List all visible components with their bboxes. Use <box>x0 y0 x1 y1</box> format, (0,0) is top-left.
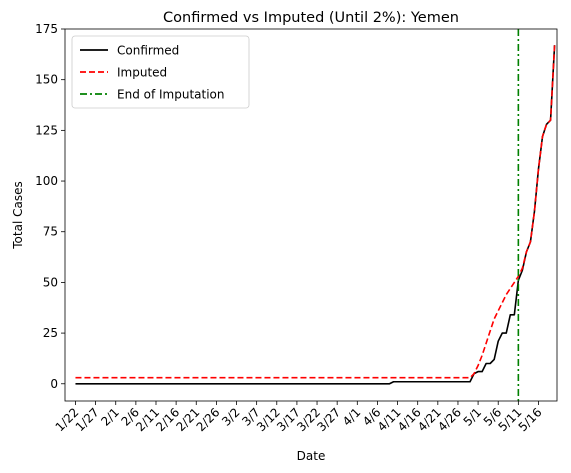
plot-frame <box>64 28 558 402</box>
x-tick-label: 3/2 <box>219 405 243 429</box>
x-tick-label: 2/26 <box>194 405 223 434</box>
series-line-imputed <box>75 45 556 379</box>
y-tick-label: 100 <box>35 174 58 188</box>
legend-label: Confirmed <box>117 44 179 58</box>
y-tick-label: 0 <box>50 377 58 391</box>
legend-box <box>71 35 250 109</box>
x-tick-label: 1/27 <box>73 405 102 434</box>
x-tick-label: 5/1 <box>461 405 485 429</box>
y-tick-label: 50 <box>43 275 58 289</box>
x-tick-label: 5/16 <box>516 405 545 434</box>
y-tick-label: 25 <box>43 326 58 340</box>
y-tick-label: 175 <box>35 22 58 36</box>
legend-label: End of Imputation <box>117 88 225 102</box>
legend-label: Imputed <box>117 66 167 80</box>
x-tick-label: 2/1 <box>98 405 122 429</box>
y-axis-label: Total Cases <box>11 181 25 249</box>
x-tick-label: 4/1 <box>340 405 364 429</box>
y-tick-label: 75 <box>43 225 58 239</box>
y-tick-label: 150 <box>35 73 58 87</box>
x-axis-label: Date <box>297 449 326 463</box>
y-tick-label: 125 <box>35 123 58 137</box>
chart-title: Confirmed vs Imputed (Until 2%): Yemen <box>163 10 459 26</box>
x-tick-label: 3/27 <box>314 405 343 434</box>
x-tick-label: 4/26 <box>435 405 464 434</box>
